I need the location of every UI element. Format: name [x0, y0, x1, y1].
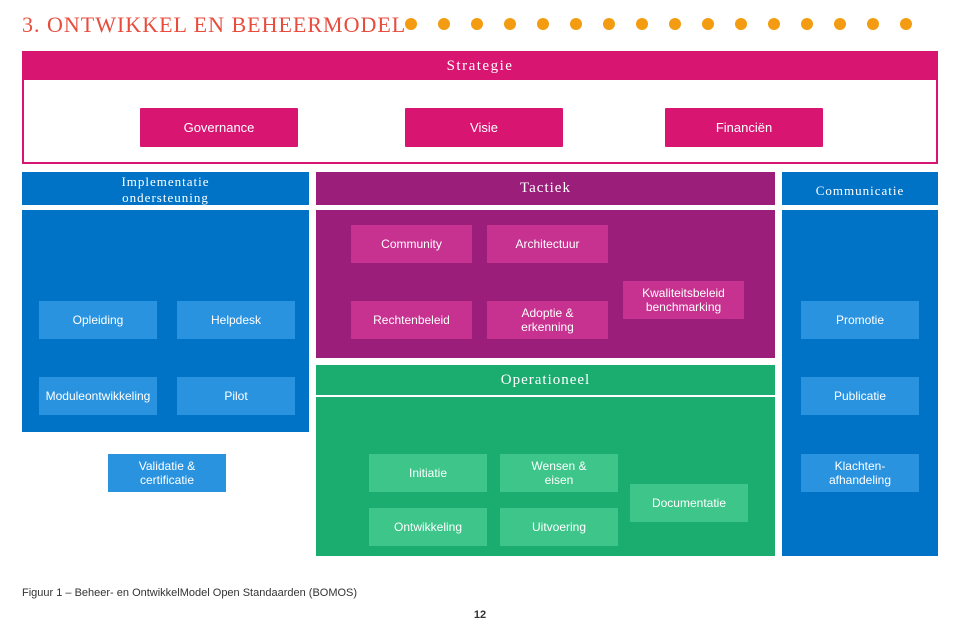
dot: [702, 18, 714, 30]
implementatie-box: Pilot: [177, 377, 295, 415]
dot: [669, 18, 681, 30]
tactiek-header: Tactiek: [316, 172, 775, 205]
strategie-box: Visie: [405, 108, 563, 147]
dot: [603, 18, 615, 30]
dot: [438, 18, 450, 30]
operationeel-box: Documentatie: [630, 484, 748, 522]
tactiek-box: Kwaliteitsbeleidbenchmarking: [623, 281, 744, 319]
operationeel-box: Uitvoering: [500, 508, 618, 546]
dot: [801, 18, 813, 30]
operationeel-header: Operationeel: [316, 365, 775, 395]
strategie-box: Financiën: [665, 108, 823, 147]
communicatie-header: Communicatie: [782, 172, 938, 205]
dot: [471, 18, 483, 30]
dot: [570, 18, 582, 30]
header-dots: [405, 18, 912, 30]
strategie-panel: Strategie Governance Visie Financiën: [22, 51, 938, 164]
page-number: 12: [0, 609, 960, 621]
figure-caption: Figuur 1 – Beheer- en OntwikkelModel Ope…: [22, 587, 357, 599]
dot: [834, 18, 846, 30]
dot: [735, 18, 747, 30]
communicatie-box: Publicatie: [801, 377, 919, 415]
operationeel-box: Ontwikkeling: [369, 508, 487, 546]
tactiek-box: Adoptie &erkenning: [487, 301, 608, 339]
dot: [405, 18, 417, 30]
communicatie-box: Promotie: [801, 301, 919, 339]
implementatie-header: Implementatieondersteuning: [22, 172, 309, 205]
strategie-box: Governance: [140, 108, 298, 147]
dot: [867, 18, 879, 30]
dot: [504, 18, 516, 30]
tactiek-box: Rechtenbeleid: [351, 301, 472, 339]
strategie-header: Strategie: [24, 53, 936, 80]
dot: [537, 18, 549, 30]
implementatie-box: Validatie &certificatie: [108, 454, 226, 492]
communicatie-box: Klachten-afhandeling: [801, 454, 919, 492]
page-title: 3. Ontwikkel en Beheermodel: [22, 12, 406, 38]
strategie-body: Governance Visie Financiën: [24, 80, 936, 164]
dot: [768, 18, 780, 30]
dot: [900, 18, 912, 30]
dot: [636, 18, 648, 30]
operationeel-box: Initiatie: [369, 454, 487, 492]
tactiek-box: Community: [351, 225, 472, 263]
implementatie-box: Opleiding: [39, 301, 157, 339]
tactiek-box: Architectuur: [487, 225, 608, 263]
implementatie-box: Moduleontwikkeling: [39, 377, 157, 415]
operationeel-box: Wensen &eisen: [500, 454, 618, 492]
implementatie-box: Helpdesk: [177, 301, 295, 339]
